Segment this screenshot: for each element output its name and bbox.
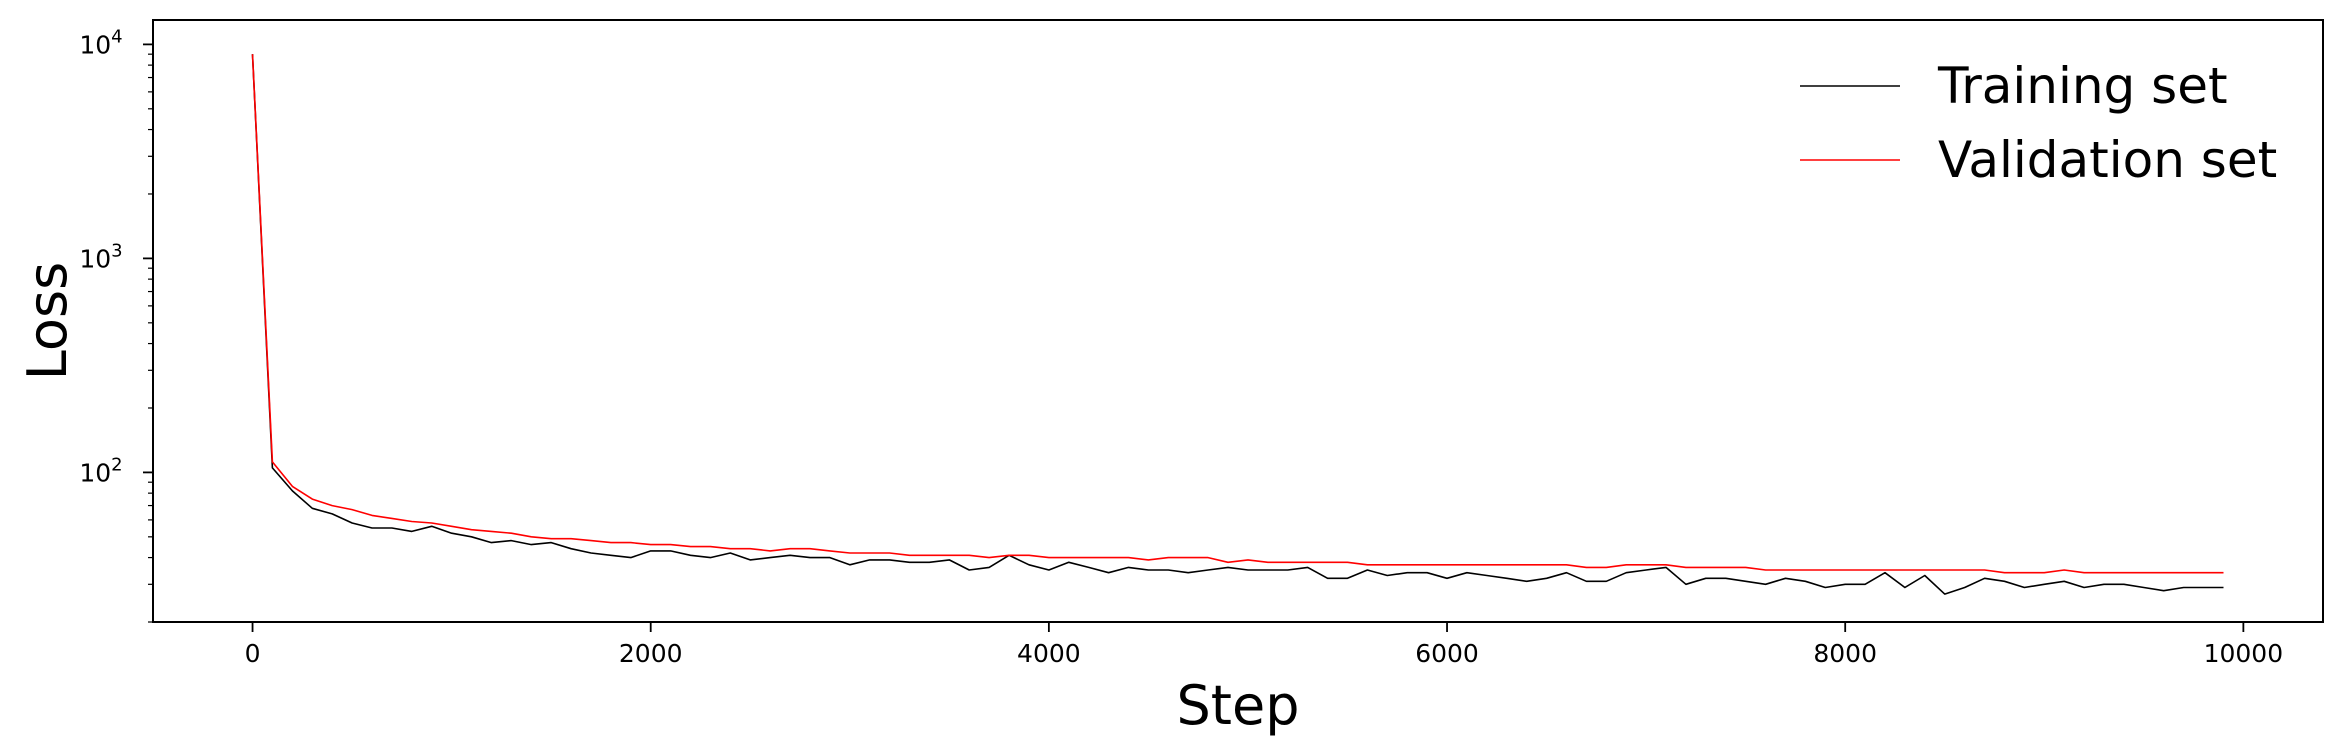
x-tick-label: 6000 [1415, 639, 1479, 668]
x-tick-label: 4000 [1017, 639, 1081, 668]
x-tick-label: 10000 [2204, 639, 2284, 668]
legend: Training set Validation set [1800, 57, 2277, 189]
series-line-training [251, 54, 2224, 595]
x-tick-label: 0 [245, 639, 261, 668]
y-axis: 102 103 104 [79, 26, 153, 623]
plot-frame [152, 19, 2324, 623]
x-tick-label: 8000 [1813, 639, 1877, 668]
x-axis-label: Step [1177, 674, 1300, 737]
y-tick-label: 104 [79, 26, 122, 59]
x-axis: 0 2000 4000 6000 8000 10000 [245, 622, 2284, 668]
legend-label: Training set [1937, 57, 2228, 115]
series-layer [251, 54, 2224, 595]
legend-label: Validation set [1938, 131, 2277, 189]
y-tick-label: 102 [79, 454, 122, 487]
y-tick-label: 103 [79, 240, 122, 273]
series-line-validation [251, 54, 2224, 574]
x-tick-label: 2000 [619, 639, 683, 668]
y-axis-label: Loss [16, 262, 79, 380]
